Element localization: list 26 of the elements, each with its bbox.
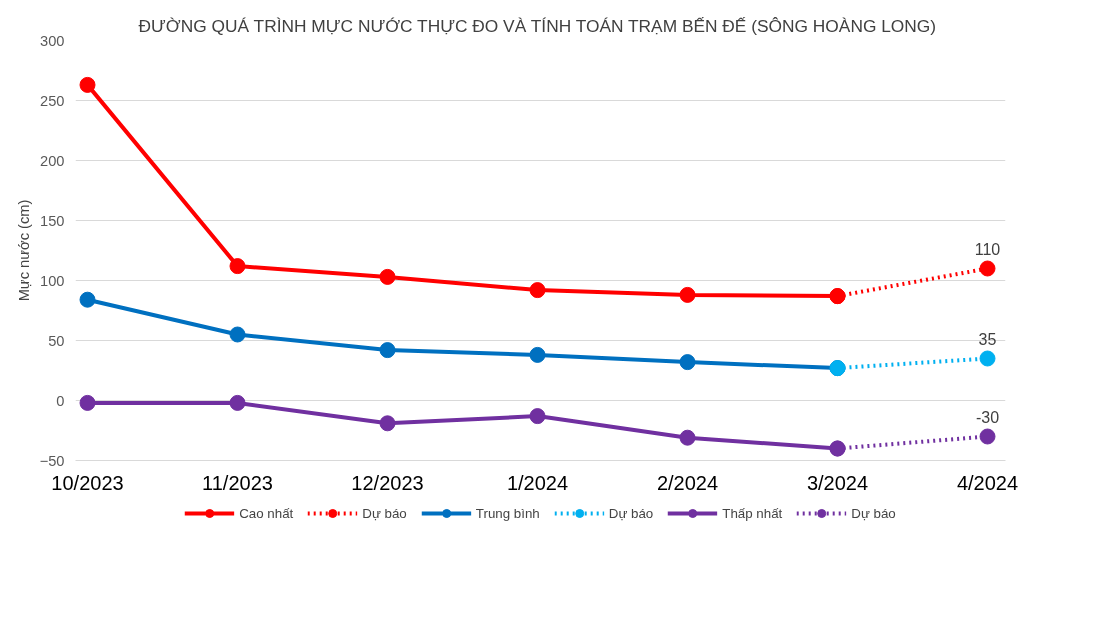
y-axis-title: Mực nước (cm) — [15, 199, 32, 302]
data-label: 35 — [978, 330, 997, 348]
legend-label: Dự báo — [851, 505, 896, 521]
y-tick-label: 200 — [40, 152, 65, 169]
x-tick-label: 3/2024 — [806, 471, 869, 494]
legend-label: Dự báo — [608, 505, 654, 521]
chart-title: ĐƯỜNG QUÁ TRÌNH MỰC NƯỚC THỰC ĐO VÀ TÍNH TOÁN TRẠM BẾN ĐẾ (SÔNG HOÀNG LONG) — [138, 15, 937, 36]
x-tick-label: 2/2024 — [656, 471, 719, 494]
data-label: -30 — [975, 408, 1000, 426]
y-tick-label: 50 — [48, 332, 65, 349]
x-tick-label: 4/2024 — [956, 471, 1019, 494]
x-tick-label: 12/2023 — [351, 471, 424, 494]
y-tick-label: 250 — [40, 92, 65, 109]
y-tick-label: 300 — [40, 32, 65, 49]
y-tick-label: 0 — [56, 392, 65, 409]
y-tick-label: 150 — [40, 212, 65, 229]
legend-label: Thấp nhất — [722, 505, 783, 521]
legend-label: Cao nhất — [239, 505, 294, 521]
x-tick-label: 11/2023 — [202, 471, 273, 494]
legend-label: Trung bình — [475, 505, 540, 521]
y-tick-label: 100 — [40, 272, 65, 289]
legend-label: Dự báo — [362, 505, 407, 521]
x-tick-label: 10/2023 — [51, 471, 124, 494]
data-label: 110 — [974, 240, 1001, 258]
x-tick-label: 1/2024 — [506, 471, 569, 494]
y-tick-label: −50 — [39, 452, 65, 469]
